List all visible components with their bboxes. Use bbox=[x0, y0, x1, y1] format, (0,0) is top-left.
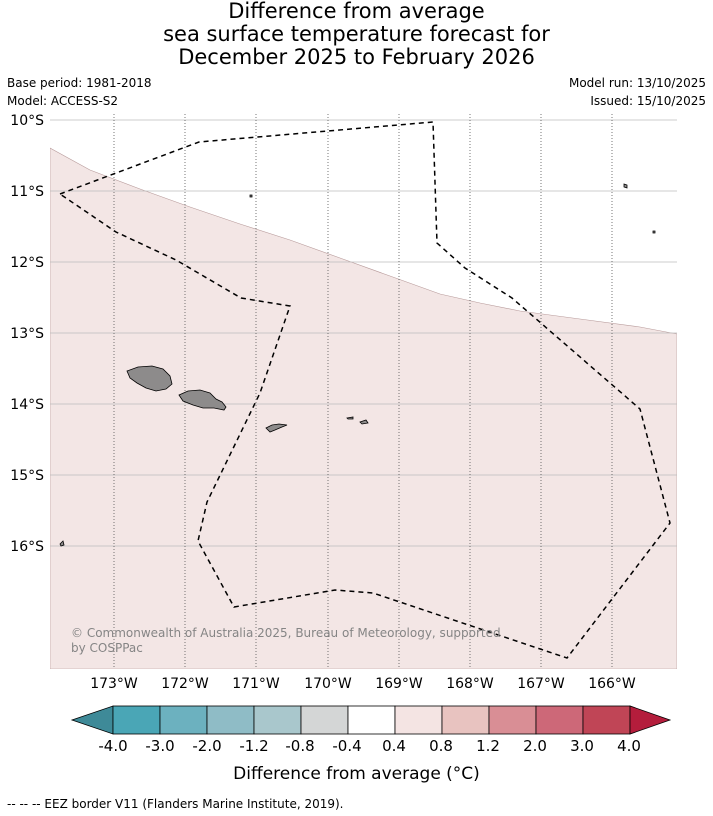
colorbar-title: Difference from average (°C) bbox=[233, 764, 480, 784]
colorbar-tick-label: -0.4 bbox=[332, 737, 362, 755]
lon-label: 167°W bbox=[517, 676, 565, 692]
credit-line-2: by COSPPac bbox=[71, 641, 143, 655]
tau-island bbox=[359, 419, 369, 425]
samoa-eez-border bbox=[58, 121, 671, 659]
lon-label: 171°W bbox=[232, 676, 280, 692]
colorbar-segment bbox=[206, 705, 255, 735]
title-line-2: sea surface temperature forecast for bbox=[163, 22, 550, 46]
lon-label: 172°W bbox=[161, 676, 209, 692]
lon-label: 168°W bbox=[446, 676, 494, 692]
model-run: Model run: 13/10/2025 bbox=[568, 76, 706, 90]
small-island-west bbox=[59, 540, 65, 547]
ofu-olosega-island bbox=[346, 416, 354, 420]
colorbar-segment bbox=[488, 705, 537, 735]
colorbar-tick-label: 3.0 bbox=[570, 737, 594, 755]
colorbar-tick-label: -3.0 bbox=[145, 737, 175, 755]
lat-label: 13°S bbox=[10, 326, 44, 342]
credit-line-1: © Commonwealth of Australia 2025, Bureau… bbox=[71, 626, 501, 640]
title-line-1: Difference from average bbox=[228, 0, 485, 23]
lat-label: 11°S bbox=[10, 184, 44, 200]
small-island-east bbox=[652, 230, 656, 234]
eez-borders bbox=[58, 121, 671, 659]
lat-label: 12°S bbox=[10, 255, 44, 271]
savaii-island bbox=[126, 365, 173, 392]
colorbar-segment bbox=[394, 705, 443, 735]
title-line-3: December 2025 to February 2026 bbox=[178, 45, 535, 69]
colorbar-extend-low bbox=[70, 705, 114, 735]
lat-label: 16°S bbox=[10, 539, 44, 555]
tutuila-island bbox=[265, 423, 288, 433]
lon-label: 173°W bbox=[90, 676, 138, 692]
copyright-credit: © Commonwealth of Australia 2025, Bureau… bbox=[71, 626, 501, 656]
lon-label: 169°W bbox=[375, 676, 423, 692]
colorbar-segment bbox=[441, 705, 490, 735]
latitude-gridlines bbox=[50, 119, 677, 547]
meta-right: Model run: 13/10/2025 Issued: 15/10/2025 bbox=[569, 74, 706, 110]
colorbar-tick-label: 4.0 bbox=[617, 737, 641, 755]
base-period: Base period: 1981-2018 bbox=[7, 76, 152, 90]
colorbar-tick-label: -0.8 bbox=[285, 737, 315, 755]
lat-label: 15°S bbox=[10, 468, 44, 484]
colorbar-segment bbox=[347, 705, 396, 735]
lon-label: 170°W bbox=[304, 676, 352, 692]
small-island-north bbox=[249, 194, 253, 198]
upolu-island bbox=[178, 389, 227, 411]
colorbar-tick-label: -4.0 bbox=[98, 737, 128, 755]
issued-date: Issued: 15/10/2025 bbox=[590, 94, 706, 108]
chart-title: Difference from average sea surface temp… bbox=[0, 0, 713, 69]
model-name: Model: ACCESS-S2 bbox=[7, 94, 119, 108]
colorbar-tick-label: 1.2 bbox=[476, 737, 500, 755]
lat-label: 14°S bbox=[10, 397, 44, 413]
colorbar-tick-label: 0.8 bbox=[429, 737, 453, 755]
lat-label: 10°S bbox=[10, 113, 44, 129]
colorbar-tick-label: 2.0 bbox=[523, 737, 547, 755]
colorbar-tick-label: -2.0 bbox=[192, 737, 222, 755]
meta-left: Base period: 1981-2018 Model: ACCESS-S2 bbox=[7, 74, 152, 110]
colorbar-segment bbox=[582, 705, 631, 735]
colorbar-segment bbox=[159, 705, 208, 735]
longitude-labels: 173°W 172°W 171°W 170°W 169°W 168°W 167°… bbox=[90, 676, 636, 692]
colorbar-segment bbox=[112, 705, 161, 735]
anomaly-band-area bbox=[50, 147, 677, 669]
latitude-labels: 10°S 11°S 12°S 13°S 14°S 15°S 16°S bbox=[10, 113, 44, 555]
colorbar-tick-label: -1.2 bbox=[239, 737, 269, 755]
colorbar-extend-high bbox=[629, 705, 672, 735]
eez-footnote: -- -- -- EEZ border V11 (Flanders Marine… bbox=[7, 797, 344, 811]
colorbar-segment bbox=[300, 705, 349, 735]
colorbar-segment bbox=[535, 705, 584, 735]
colorbar-segment bbox=[253, 705, 302, 735]
small-island-northeast bbox=[623, 183, 628, 189]
longitude-gridlines bbox=[113, 114, 613, 669]
islands bbox=[59, 183, 656, 547]
colorbar-tick-label: 0.4 bbox=[382, 737, 406, 755]
colorbar bbox=[70, 705, 672, 735]
lon-label: 166°W bbox=[588, 676, 636, 692]
